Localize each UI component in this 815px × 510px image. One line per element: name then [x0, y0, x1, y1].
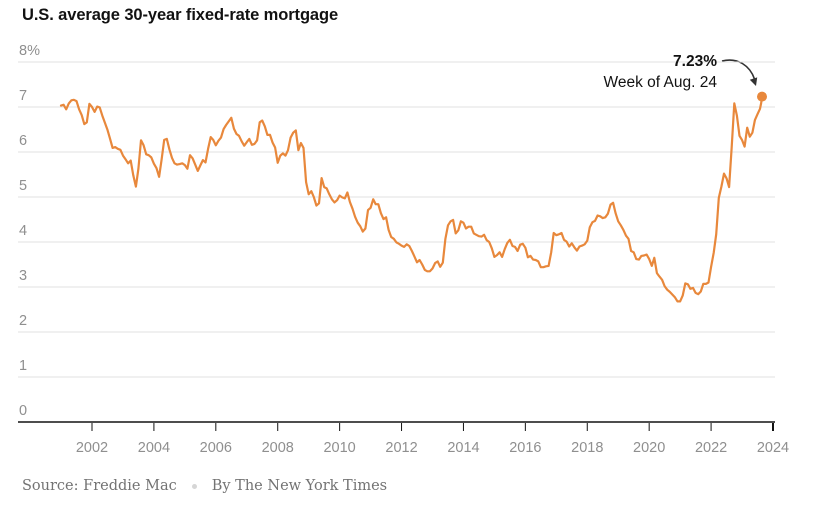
y-tick-label: 7	[19, 88, 27, 104]
x-tick-label: 2020	[633, 440, 665, 456]
x-tick-label: 2008	[262, 440, 294, 456]
x-tick-label: 2010	[323, 440, 355, 456]
latest-point-marker	[757, 91, 767, 102]
chart-title: U.S. average 30-year fixed-rate mortgage	[22, 6, 339, 24]
x-tick-label: 2014	[447, 440, 479, 456]
byline-text: By The New York Times	[211, 478, 388, 494]
latest-value-annotation: 7.23% Week of Aug. 24	[604, 51, 717, 93]
source-line: Source: Freddie Mac By The New York Time…	[22, 478, 387, 494]
y-tick-label: 3	[19, 268, 27, 284]
source-text: Source: Freddie Mac	[22, 478, 177, 494]
x-tick-label: 2002	[76, 440, 108, 456]
x-tick-label: 2024	[757, 440, 789, 456]
y-tick-label: 0	[19, 403, 27, 419]
separator-dot-icon	[191, 483, 197, 489]
x-tick-label: 2018	[571, 440, 603, 456]
x-tick-label: 2006	[200, 440, 232, 456]
y-tick-label: 8%	[19, 43, 40, 59]
y-tick-label: 5	[19, 178, 27, 194]
annotation-arrow	[721, 59, 758, 86]
y-tick-label: 2	[19, 313, 27, 329]
y-tick-label: 1	[19, 358, 27, 374]
y-tick-label: 6	[19, 133, 27, 149]
x-tick-label: 2022	[695, 440, 727, 456]
annotation-value: 7.23%	[673, 53, 717, 70]
y-tick-label: 4	[19, 223, 27, 239]
x-tick-label: 2004	[138, 440, 170, 456]
x-tick-label: 2012	[385, 440, 417, 456]
x-tick-label: 2016	[509, 440, 541, 456]
rate-line	[59, 95, 764, 303]
annotation-label: Week of Aug. 24	[603, 74, 717, 91]
